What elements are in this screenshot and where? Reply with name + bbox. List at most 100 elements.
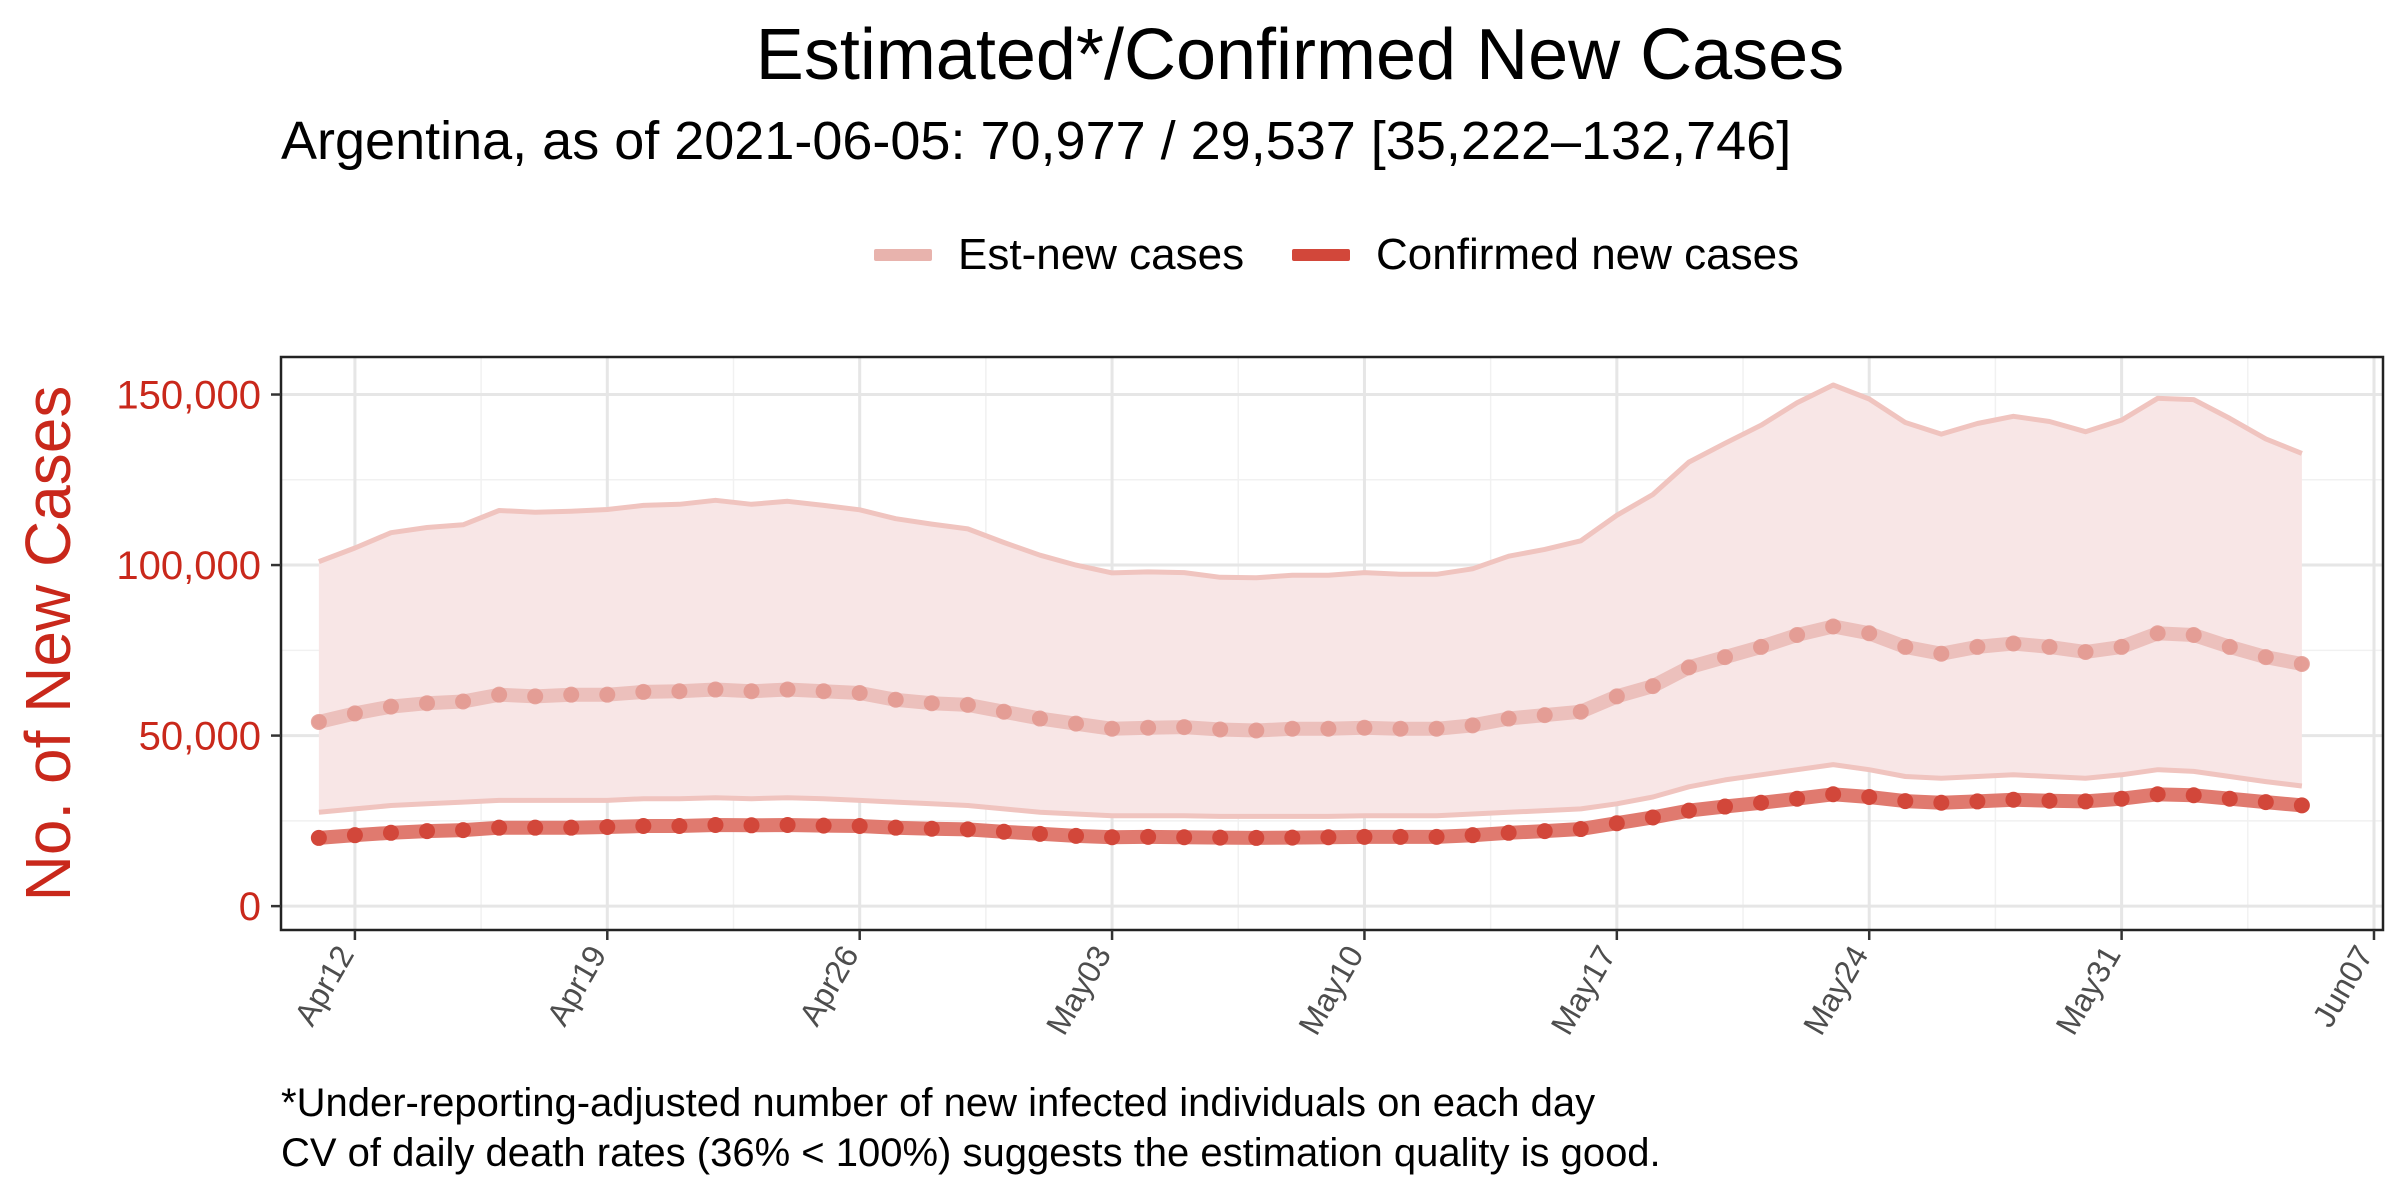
x-tick-label: Jun07 (2305, 940, 2380, 1034)
x-tick-label: Apr19 (539, 940, 613, 1032)
legend-item-confirmed: Confirmed new cases (1292, 220, 1799, 290)
confirmed-data-point (959, 821, 976, 838)
est-data-point (1933, 645, 1950, 662)
est-confidence-band (318, 385, 2302, 817)
est-data-point (2149, 625, 2166, 642)
confirmed-data-point (1356, 828, 1373, 845)
legend-label-confirmed: Confirmed new cases (1376, 230, 1800, 279)
confirmed-data-point (1248, 829, 1265, 846)
confirmed-data-point (346, 827, 363, 844)
confirmed-data-point (2077, 793, 2094, 810)
est-data-point (1104, 720, 1121, 737)
est-data-point (671, 683, 688, 700)
est-data-point (419, 695, 436, 712)
y-axis-title: No. of New Cases (12, 386, 84, 902)
confirmed-data-point (1140, 828, 1157, 845)
est-data-point (2257, 649, 2274, 666)
footnote-line-1: *Under-reporting-adjusted number of new … (281, 1081, 1596, 1125)
est-data-point (1969, 638, 1986, 655)
confirmed-data-point (599, 818, 616, 835)
est-data-point (1644, 678, 1661, 695)
confirmed-data-point (671, 817, 688, 834)
est-data-point (1608, 688, 1625, 705)
legend-label-est: Est-new cases (958, 230, 1245, 279)
confirmed-data-point (1572, 821, 1589, 838)
legend-key-confirmed (1292, 249, 1350, 261)
est-data-point (707, 681, 724, 698)
est-data-point (1825, 618, 1842, 635)
confirmed-data-point (2113, 790, 2130, 807)
est-data-point (887, 691, 904, 708)
confirmed-data-point (1068, 827, 1085, 844)
confirmed-data-point (1789, 790, 1806, 807)
est-data-point (491, 686, 508, 703)
est-data-point (1320, 720, 1337, 737)
est-data-point (1068, 715, 1085, 732)
confirmed-data-point (635, 817, 652, 834)
confirmed-data-point (1104, 829, 1121, 846)
confirmed-data-point (1680, 802, 1697, 819)
confirmed-data-point (382, 824, 399, 841)
x-tick-label: May10 (1291, 940, 1370, 1041)
est-data-point (527, 688, 544, 705)
chart-area: 0 50,000 100,000 150,000 Apr12 Apr19 Apr26 May0… (12, 355, 2385, 1041)
est-data-point (455, 693, 472, 710)
confirmed-data-point (1284, 829, 1301, 846)
confirmed-data-point (1644, 809, 1661, 826)
confirmed-data-point (2185, 787, 2202, 804)
est-data-point (1031, 710, 1048, 727)
plot-border (279, 355, 2385, 932)
est-data-point (779, 681, 796, 698)
est-data-point (2077, 644, 2094, 661)
est-data-point (2005, 635, 2022, 652)
confirmed-data-point (491, 819, 508, 836)
est-data-point (635, 683, 652, 700)
est-data-point (743, 683, 760, 700)
confirmed-data-point (1320, 829, 1337, 846)
est-data-point (2293, 655, 2310, 672)
confirmed-data-point (923, 820, 940, 837)
est-upper-bound-line (318, 382, 2303, 581)
est-data-point (1428, 720, 1445, 737)
est-data-point (851, 684, 868, 701)
est-data-point (1897, 638, 1914, 655)
confirmed-data-point (1176, 829, 1193, 846)
chart-subtitle: Argentina, as of 2021-06-05: 70,977 / 29… (281, 111, 1792, 171)
confirmed-data-point (2221, 790, 2238, 807)
chart-title: Estimated*/Confirmed New Cases (755, 15, 1845, 95)
est-data-point (1356, 719, 1373, 736)
confirmed-data-point (1608, 815, 1625, 832)
confirmed-data-point (1500, 824, 1517, 841)
x-tick-label: Apr12 (287, 940, 361, 1032)
est-data-point (1248, 722, 1265, 739)
confirmed-data-point (995, 823, 1012, 840)
legend-item-est: Est-new cases (874, 220, 1244, 290)
est-data-point (1716, 649, 1733, 666)
est-data-point (1500, 710, 1517, 727)
x-tick-label: May24 (1796, 940, 1875, 1041)
est-data-point (1212, 721, 1229, 738)
confirmed-data-point (1464, 827, 1481, 844)
y-tick-label: 100,000 (116, 544, 261, 588)
x-tick-label: May03 (1039, 940, 1118, 1041)
est-lower-bound-line (318, 762, 2303, 819)
confirmed-data-point (779, 816, 796, 833)
legend-key-est (874, 249, 932, 261)
legend: Est-new cases Confirmed new cases (0, 220, 2400, 290)
y-tick-label: 50,000 (139, 715, 261, 759)
confirmed-data-point (815, 817, 832, 834)
confirmed-data-point (1753, 794, 1770, 811)
confirmed-data-point (1716, 798, 1733, 815)
est-data-point (2041, 638, 2058, 655)
confirmed-data-point (455, 822, 472, 839)
est-data-point (815, 683, 832, 700)
est-data-point (1789, 626, 1806, 643)
confirmed-data-point (2257, 794, 2274, 811)
confirmed-data-point (887, 819, 904, 836)
confirmed-data-point (563, 819, 580, 836)
est-data-point (563, 686, 580, 703)
confirmed-data-point (707, 816, 724, 833)
est-data-point (1176, 719, 1193, 736)
est-data-point (1572, 703, 1589, 720)
confirmed-data-point (743, 817, 760, 834)
